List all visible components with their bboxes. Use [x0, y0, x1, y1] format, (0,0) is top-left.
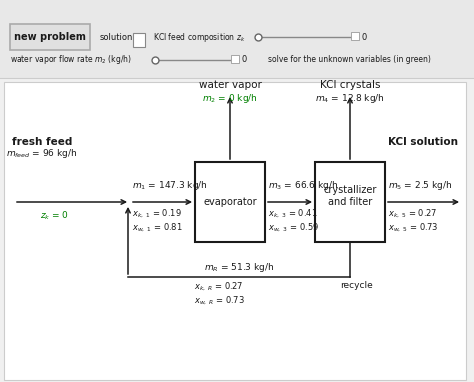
Bar	[0, 0, 474, 78]
Text: 0: 0	[362, 32, 367, 42]
Bar	[133, 33, 145, 47]
Text: $x_{k,\ 3}$ = 0.41: $x_{k,\ 3}$ = 0.41	[268, 208, 318, 220]
Bar	[351, 32, 359, 40]
Text: $m_5$ = 2.5 kg/h: $m_5$ = 2.5 kg/h	[388, 179, 452, 192]
Text: 0: 0	[242, 55, 247, 65]
Text: $x_{w,\ 5}$ = 0.73: $x_{w,\ 5}$ = 0.73	[388, 222, 438, 234]
Text: fresh feed: fresh feed	[12, 137, 72, 147]
Text: $x_{k,\ R}$ = 0.27: $x_{k,\ R}$ = 0.27	[194, 281, 244, 293]
Text: $m_3$ = 66.6 kg/h: $m_3$ = 66.6 kg/h	[268, 179, 338, 192]
Text: evaporator: evaporator	[203, 197, 257, 207]
Text: KCl feed composition $z_k$: KCl feed composition $z_k$	[153, 31, 246, 44]
Text: new problem: new problem	[14, 32, 86, 42]
Text: $m_R$ = 51.3 kg/h: $m_R$ = 51.3 kg/h	[204, 261, 274, 274]
Text: $z_{k}$ = 0: $z_{k}$ = 0	[40, 210, 70, 222]
Bar	[195, 162, 265, 242]
Text: solve for the unknown variables (in green): solve for the unknown variables (in gree…	[268, 55, 431, 65]
Text: $m_2$ = 0 kg/h: $m_2$ = 0 kg/h	[202, 92, 258, 105]
Bar	[231, 55, 239, 63]
Text: $x_{w,\ R}$ = 0.73: $x_{w,\ R}$ = 0.73	[193, 295, 245, 307]
Text: $x_{w,\ 3}$ = 0.59: $x_{w,\ 3}$ = 0.59	[268, 222, 319, 234]
Text: $x_{k,\ 1}$ = 0.19: $x_{k,\ 1}$ = 0.19	[132, 208, 182, 220]
Bar	[4, 82, 466, 380]
Text: $x_{w,\ 1}$ = 0.81: $x_{w,\ 1}$ = 0.81	[132, 222, 183, 234]
Text: $m_4$ = 12.8 kg/h: $m_4$ = 12.8 kg/h	[315, 92, 385, 105]
Text: $m_1$ = 147.3 kg/h: $m_1$ = 147.3 kg/h	[132, 179, 208, 192]
Text: $m_{feed}$ = 96 kg/h: $m_{feed}$ = 96 kg/h	[6, 147, 78, 160]
Bar	[10, 24, 90, 50]
Text: KCl solution: KCl solution	[388, 137, 458, 147]
Text: water vapor: water vapor	[199, 80, 262, 90]
Text: KCl crystals: KCl crystals	[320, 80, 380, 90]
Text: $x_{k,\ 5}$ = 0.27: $x_{k,\ 5}$ = 0.27	[388, 208, 437, 220]
Text: crystallizer
and filter: crystallizer and filter	[323, 185, 377, 207]
Text: solution: solution	[100, 32, 133, 42]
Text: water vapor flow rate $m_2$ (kg/h): water vapor flow rate $m_2$ (kg/h)	[10, 53, 132, 66]
Text: recycle: recycle	[340, 281, 373, 290]
Bar	[315, 162, 385, 242]
